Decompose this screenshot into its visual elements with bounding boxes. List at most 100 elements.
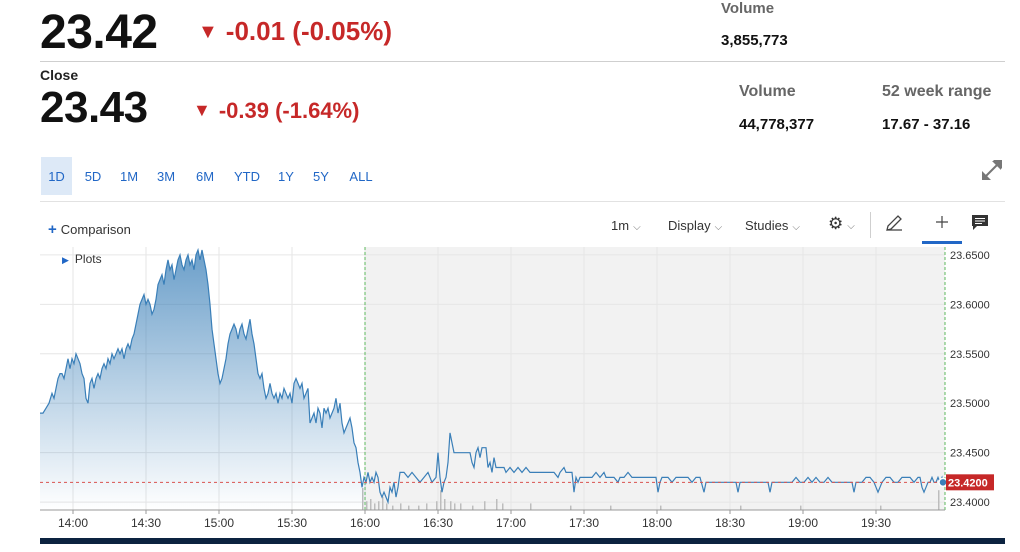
volume-bar — [408, 505, 410, 510]
x-tick-label: 19:30 — [861, 516, 891, 530]
volume-bar — [426, 503, 428, 510]
range-1m[interactable]: 1M — [119, 168, 139, 184]
volume-bar — [400, 503, 402, 510]
display-dropdown[interactable]: Display ⌵ — [668, 218, 722, 233]
price-change: ▼ -0.01 (-0.05%) — [198, 16, 392, 47]
volume-bar — [418, 505, 420, 510]
comparison-button[interactable]: + Comparison — [48, 221, 131, 238]
volume-label: Volume — [739, 83, 796, 100]
y-tick-label: 23.5000 — [950, 398, 990, 410]
volume-value: 44,778,377 — [739, 116, 815, 133]
draw-pencil-icon[interactable] — [884, 213, 904, 238]
display-label: Display — [668, 218, 711, 233]
x-tick-label: 17:30 — [569, 516, 599, 530]
x-tick-label: 18:30 — [715, 516, 745, 530]
volume-bar — [436, 501, 438, 510]
y-tick-label: 23.6500 — [950, 250, 990, 262]
header-divider — [40, 61, 1005, 62]
volume-label: Volume — [721, 0, 775, 17]
chevron-down-icon: ⌵ — [792, 222, 800, 233]
price-area — [40, 250, 366, 510]
chevron-down-icon: ⌵ — [714, 222, 723, 233]
volume-bar — [800, 505, 802, 510]
volume-bar — [378, 501, 380, 510]
volume-bar — [496, 499, 498, 510]
volume-bar — [386, 503, 388, 510]
price-line — [40, 247, 944, 505]
close-change-value: -0.39 (-1.64%) — [218, 98, 360, 123]
x-tick-label: 14:00 — [58, 516, 88, 530]
y-tick-label: 23.5500 — [950, 349, 990, 361]
volume-bar — [880, 505, 882, 510]
range-1y[interactable]: 1Y — [278, 168, 294, 184]
close-change: ▼ -0.39 (-1.64%) — [193, 98, 359, 124]
range-all[interactable]: ALL — [349, 168, 373, 184]
crosshair-icon — [922, 216, 962, 244]
volume-bar — [660, 505, 662, 510]
range-6m[interactable]: 6M — [195, 168, 215, 184]
last-price-dot — [938, 477, 948, 488]
x-tick-label: 14:30 — [131, 516, 161, 530]
comment-icon[interactable] — [971, 214, 989, 237]
settings-dropdown[interactable]: ⚙ ⌵ — [828, 214, 855, 234]
volume-bar — [444, 499, 446, 510]
range-5y[interactable]: 5Y — [313, 168, 329, 184]
volume-bar — [392, 505, 394, 510]
range-1d[interactable]: 1D — [41, 157, 72, 195]
comparison-label: Comparison — [60, 222, 131, 237]
x-tick-label: 15:30 — [277, 516, 307, 530]
volume-bar — [610, 505, 612, 510]
y-tick-label: 23.4500 — [950, 448, 990, 460]
range-5d[interactable]: 5D — [84, 168, 102, 184]
volume-bar — [374, 503, 376, 510]
52-week-range-label: 52 week range — [882, 83, 992, 100]
volume-bar — [484, 501, 486, 510]
volume-value: 3,855,773 — [721, 32, 788, 49]
volume-bar — [530, 503, 532, 510]
volume-bar — [938, 490, 940, 510]
volume-bar — [366, 501, 368, 510]
volume-bar — [382, 496, 384, 510]
plots-label: Plots — [74, 252, 102, 266]
volume-bar — [472, 505, 474, 510]
triangle-right-icon: ▶ — [62, 255, 69, 265]
toolbar-separator — [870, 212, 871, 238]
crosshair-button[interactable] — [922, 208, 962, 244]
range-3m[interactable]: 3M — [156, 168, 176, 184]
last-price-label: 23.4200 — [948, 477, 988, 489]
last-price: 23.42 — [40, 6, 158, 59]
y-tick-label: 23.6000 — [950, 299, 990, 311]
x-tick-label: 16:00 — [350, 516, 380, 530]
volume-bar — [370, 499, 372, 510]
volume-bar — [570, 505, 572, 510]
volume-bar — [502, 503, 504, 510]
x-tick-label: 16:30 — [423, 516, 453, 530]
volume-bar — [740, 505, 742, 510]
chevron-down-icon: ⌵ — [633, 222, 641, 233]
52-week-range-value: 17.67 - 37.16 — [882, 116, 971, 133]
price-change-value: -0.01 (-0.05%) — [225, 16, 392, 46]
footer-bar — [40, 538, 1005, 544]
down-triangle-icon: ▼ — [193, 100, 211, 120]
close-label: Close — [40, 67, 79, 83]
close-price: 23.43 — [40, 83, 148, 132]
extended-hours-region — [365, 247, 945, 510]
y-tick-label: 23.4000 — [950, 497, 990, 509]
down-triangle-icon: ▼ — [198, 21, 218, 43]
plus-icon: + — [48, 221, 57, 238]
studies-dropdown[interactable]: Studies ⌵ — [745, 218, 800, 233]
interval-label: 1m — [611, 218, 630, 233]
chevron-down-icon: ⌵ — [847, 221, 855, 232]
toolbar-divider — [40, 201, 1005, 202]
expand-icon[interactable] — [978, 156, 1006, 184]
volume-bar — [454, 503, 456, 510]
plots-toggle[interactable]: ▶ Plots — [62, 252, 102, 266]
range-ytd[interactable]: YTD — [234, 168, 260, 184]
interval-dropdown[interactable]: 1m ⌵ — [611, 218, 641, 233]
studies-label: Studies — [745, 218, 789, 233]
volume-bar — [440, 490, 442, 510]
volume-bar — [460, 503, 462, 510]
last-price-badge — [946, 474, 994, 491]
x-tick-label: 18:00 — [642, 516, 672, 530]
